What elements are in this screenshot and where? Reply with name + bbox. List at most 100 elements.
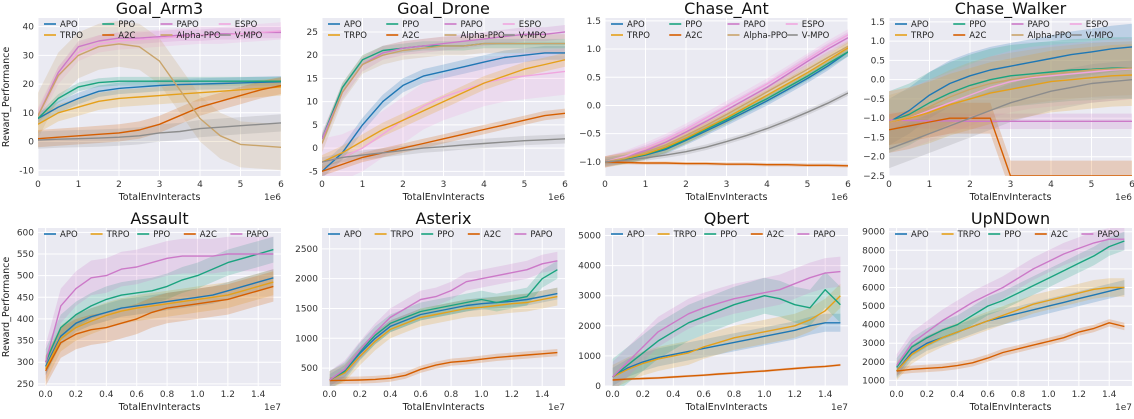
y-tick-label: 300 (17, 358, 34, 368)
series-line-ppo (44, 248, 274, 363)
legend-label-trpo: TRPO (59, 31, 83, 41)
x-tick-label: 4 (1048, 180, 1054, 190)
chart-panel-asterix: 0.0 0.2 0.4 0.6 0.8 1.0 1.2 1.4 500 1000 1500 2000 2… (284, 209, 567, 419)
legend-label-papo: PAPO (1028, 20, 1051, 30)
legend-label-apo: APO (60, 20, 78, 30)
series-line-a2c (896, 322, 1125, 372)
x-tick-label: 0.2 (920, 390, 934, 400)
x-tick-label: 0.8 (1011, 390, 1026, 400)
x-tick-label: 1.4 (251, 390, 266, 400)
y-tick-label: 450 (17, 293, 34, 303)
series-band-ppo (45, 236, 274, 376)
legend-label-apo: APO (911, 230, 929, 240)
x-tick-label: 1 (643, 180, 649, 190)
x-scale-label: 1e7 (264, 403, 281, 413)
x-tick-label: 0.2 (69, 390, 83, 400)
legend-label-apo: APO (627, 20, 645, 30)
y-tick-label: −0.5 (579, 130, 601, 140)
y-tick-label: 0.0 (871, 76, 886, 86)
chart-title: UpNDown (971, 209, 1050, 228)
series-line-espo (322, 70, 565, 163)
series-line-trpo (889, 74, 1132, 123)
series-line-v-mpo (605, 92, 848, 163)
x-tick-label: 2 (400, 180, 406, 190)
legend-label-espo: ESPO (235, 20, 258, 30)
x-tick-label: 1 (360, 180, 366, 190)
series-line-apo (896, 286, 1125, 372)
legend-label-v-mpo: V-MPO (1086, 31, 1114, 41)
y-tick-label: 0.5 (871, 56, 885, 66)
x-tick-label: 6 (562, 180, 568, 190)
chart-panel-qbert: 0.0 0.2 0.4 0.6 0.8 1.0 1.2 1.4 0 1000 2000 3000 400… (567, 209, 850, 419)
series-line-v-mpo (889, 79, 1132, 150)
x-tick-label: 2 (683, 180, 689, 190)
x-tick-label: 0.2 (636, 390, 650, 400)
legend-label-v-mpo: V-MPO (235, 31, 263, 41)
x-tick-label: 0.4 (950, 390, 965, 400)
series-band-a2c (896, 319, 1125, 375)
legend-label-apo: APO (344, 20, 362, 30)
legend-label-papo: PAPO (813, 230, 836, 240)
legend-label-ppo: PPO (1004, 230, 1021, 240)
series-line-v-mpo (322, 138, 565, 163)
series-band-espo (889, 38, 1132, 153)
series-group (322, 25, 565, 176)
chart-svg: 0.0 0.2 0.4 0.6 0.8 1.0 1.2 1.4 500 1000 1500 2000 2… (295, 209, 565, 413)
x-tick-label: 6 (278, 180, 284, 190)
y-tick-label: 0.5 (587, 73, 601, 83)
y-tick-label: 400 (17, 315, 34, 325)
series-band-alpha-ppo (38, 20, 281, 171)
y-tick-label: 4000 (862, 321, 885, 331)
chart-panel-chase-ant: 0 1 2 3 4 5 6 −1.0 −0.5 0.0 0.5 1.0 1.5 Chase_Ant Tota… (567, 0, 851, 209)
series-line-espo (605, 34, 848, 163)
legend-label-espo: ESPO (1086, 20, 1109, 30)
series-line-papo (612, 270, 841, 378)
x-tick-label: 0.6 (414, 390, 429, 400)
y-tick-label: 2000 (295, 275, 318, 285)
x-tick-label: 5 (805, 180, 811, 190)
x-tick-label: 0.2 (353, 390, 367, 400)
series-band-ppo (896, 231, 1125, 377)
series-line-ppo (612, 288, 841, 378)
series-line-espo (38, 30, 281, 117)
y-tick-label: 0.0 (587, 101, 602, 111)
x-tick-label: 0.6 (130, 390, 145, 400)
y-tick-label: 5000 (862, 302, 885, 312)
legend-label-a2c: A2C (685, 31, 702, 41)
y-tick-label: −2.5 (863, 172, 885, 182)
x-tick-label: 0.0 (889, 390, 904, 400)
series-line-a2c (38, 84, 281, 140)
x-tick-label: 0 (602, 180, 608, 190)
x-tick-label: 5 (1089, 180, 1095, 190)
x-tick-label: 3 (441, 180, 447, 190)
legend-label-papo: PAPO (461, 20, 484, 30)
x-tick-label: 0 (886, 180, 892, 190)
series-band-papo (329, 251, 558, 386)
x-scale-label: 1e6 (1115, 193, 1132, 203)
x-tick-label: 4 (764, 180, 770, 190)
legend-label-papo: PAPO (1097, 230, 1120, 240)
series-line-a2c (612, 364, 841, 381)
legend-label-espo: ESPO (802, 20, 825, 30)
legend-label-ppo: PPO (118, 20, 135, 30)
legend-label-trpo: TRPO (390, 230, 414, 240)
x-tick-label: 5 (522, 180, 528, 190)
chart-panel-assault: 0.0 0.2 0.4 0.6 0.8 1.0 1.2 1.4 250 300 350 400 450 5… (0, 209, 283, 419)
x-tick-label: 0.0 (38, 390, 53, 400)
legend-label-a2c: A2C (1051, 230, 1068, 240)
x-tick-label: 1.4 (818, 390, 833, 400)
x-tick-label: 1.2 (788, 390, 802, 400)
y-tick-label: 1.5 (587, 17, 601, 27)
series-line-ppo (38, 80, 281, 119)
chart-svg: 0.0 0.2 0.4 0.6 0.8 1.0 1.2 1.4 1000 2000 3000 4000… (862, 209, 1132, 413)
series-line-apo (38, 81, 281, 120)
y-tick-label: 500 (17, 272, 34, 282)
y-tick-label: 1000 (862, 376, 885, 386)
series-group (612, 256, 841, 386)
x-tick-label: 1.0 (190, 390, 205, 400)
series-line-apo (44, 277, 274, 367)
series-band-alpha-ppo (322, 34, 565, 153)
y-tick-label: 2500 (295, 245, 318, 255)
y-tick-label: 1500 (295, 304, 318, 314)
